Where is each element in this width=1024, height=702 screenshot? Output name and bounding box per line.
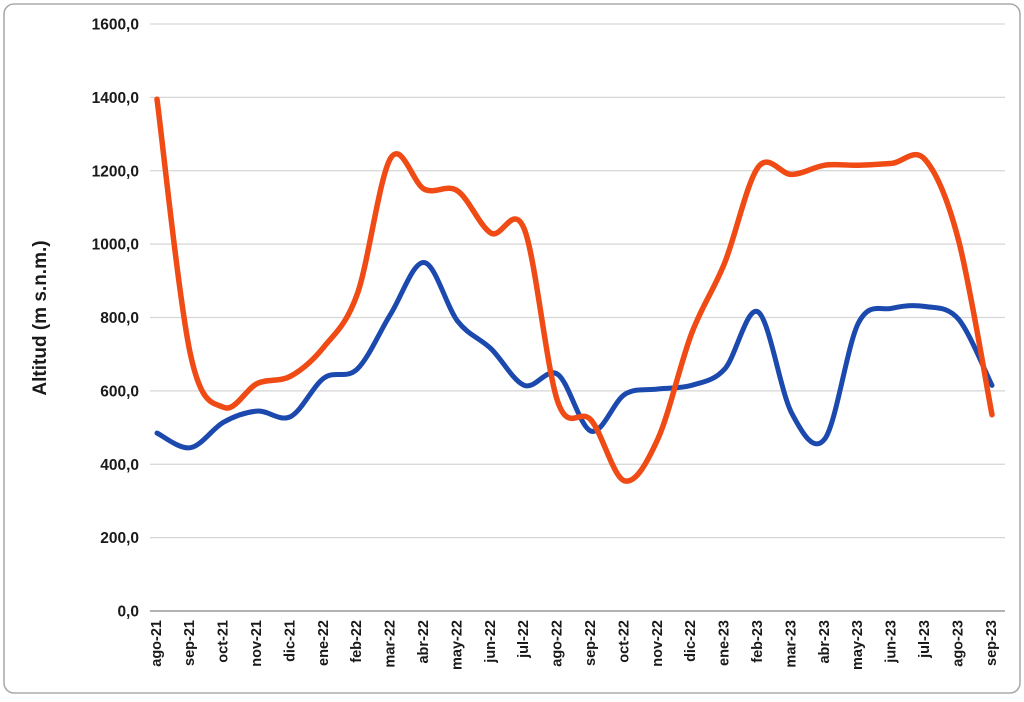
x-tick-label: oct-21: [216, 620, 232, 663]
x-tick-label: sep-21: [182, 620, 198, 666]
x-tick-label: nov-22: [650, 620, 666, 667]
x-tick-label: jul-22: [516, 620, 532, 659]
y-tick-label: 200,0: [100, 530, 139, 547]
x-tick-label: may-22: [449, 620, 465, 670]
x-tick-label: mar-23: [783, 620, 799, 668]
series-lines-group: [154, 96, 995, 484]
y-tick-label: 400,0: [100, 457, 139, 474]
x-tick-label: sep-22: [583, 620, 599, 666]
x-axis-tick-labels: ago-21 sep-21 oct-21 nov-21 dic-21 ene-22 feb-…: [149, 620, 1000, 670]
x-tick-label: mar-22: [383, 620, 399, 668]
x-tick-label: ago-23: [950, 620, 966, 667]
blue-line: [154, 260, 995, 451]
x-tick-label: abr-23: [817, 620, 833, 664]
x-tick-label: jul-23: [917, 620, 933, 659]
y-axis-tick-labels: 0,0 200,0 400,0 600,0 800,0 1000,0 1200,0 1400,…: [92, 17, 139, 621]
x-tick-label: ene-23: [717, 620, 733, 666]
y-tick-label: 1200,0: [92, 163, 139, 180]
chart-border: [3, 3, 1021, 694]
gridlines-group: [150, 23, 1005, 612]
x-tick-label: sep-23: [984, 620, 1000, 666]
y-tick-label: 1400,0: [92, 90, 139, 107]
x-tick-label: dic-22: [683, 620, 699, 662]
x-tick-label: jun-22: [483, 620, 499, 664]
y-tick-label: 800,0: [100, 310, 139, 327]
x-tick-label: oct-22: [616, 620, 632, 663]
y-tick-label: 1000,0: [92, 237, 139, 254]
x-tick-label: ago-22: [550, 620, 566, 667]
x-tick-label: feb-23: [750, 620, 766, 663]
x-tick-label: dic-21: [282, 620, 298, 662]
x-tick-label: ene-22: [316, 620, 332, 666]
y-axis-title: Altitud (m s.n.m.): [30, 240, 51, 395]
y-tick-label: 1600,0: [92, 17, 139, 34]
y-tick-label: 0,0: [117, 604, 139, 621]
x-tick-label: feb-22: [349, 620, 365, 663]
orange-line: [154, 96, 995, 484]
x-tick-label: ago-21: [149, 620, 165, 667]
x-tick-label: abr-22: [416, 620, 432, 664]
x-tick-label: jun-23: [884, 620, 900, 664]
x-tick-label: nov-21: [249, 620, 265, 667]
x-tick-label: may-23: [850, 620, 866, 670]
y-tick-label: 600,0: [100, 383, 139, 400]
